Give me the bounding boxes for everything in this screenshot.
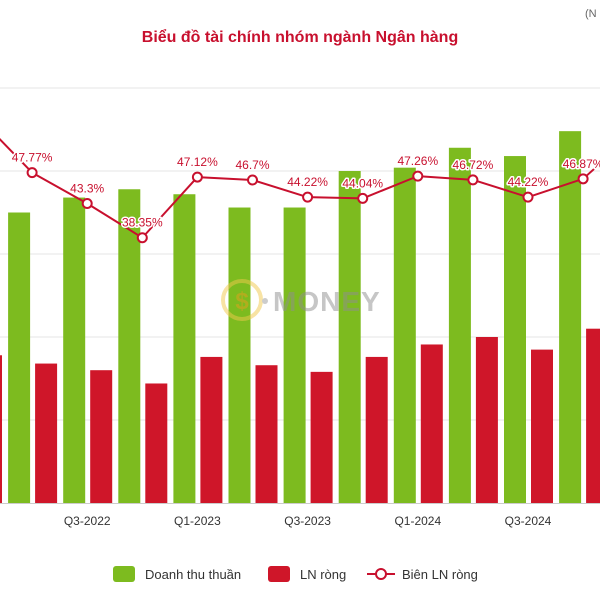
bar-profit-Q1-2024	[420, 344, 443, 503]
data-labels: 56%47.77%43.3%38.35%47.12%46.7%44.22%44.…	[10, 149, 600, 231]
watermark-text: MONEY	[273, 286, 381, 317]
bar-revenue-Q4-2022	[118, 189, 141, 503]
margin-point-Q4-2022	[136, 232, 148, 244]
bar-revenue-Q3-2024	[504, 156, 526, 503]
margin-point-Q2-2023	[247, 174, 258, 186]
bar-profit-Q2-2024	[475, 337, 498, 503]
margin-line-layer	[0, 137, 600, 244]
margin-label-Q2-2023: 46.7%	[235, 158, 269, 172]
watermark-dot	[262, 298, 268, 304]
margin-point-Q3-2024	[522, 191, 534, 203]
x-tick-label: Q1-2024	[394, 514, 441, 528]
margin-point-Q2-2024	[467, 174, 479, 186]
margin-label-Q3-2022: 43.3%	[70, 182, 104, 196]
margin-point-Q4-2023	[357, 192, 369, 204]
watermark-coin-icon	[221, 279, 263, 321]
legend-item-margin[interactable]: Biên LN ròng	[367, 565, 478, 583]
legend-margin-line-icon	[367, 568, 395, 580]
margin-label-Q4-2022: 38.35%	[122, 216, 163, 230]
bar-revenue-Q1-2024	[393, 167, 416, 503]
bar-profit-Q1-2023	[200, 356, 223, 503]
bar-revenue-Q4-2023	[338, 171, 361, 503]
bar-profit-Q3-2022	[90, 370, 113, 503]
margin-point-Q1-2023	[191, 171, 203, 183]
legend-revenue-swatch	[113, 566, 135, 582]
margin-point-Q2-2022	[26, 167, 38, 179]
margin-label-Q4-2024: 46.87%	[563, 157, 600, 171]
bar-profit-Q4-2023	[365, 356, 388, 503]
margin-label-Q3-2024: 44.22%	[508, 175, 549, 189]
bar-revenue-Q2-2023	[228, 207, 251, 503]
x-tick-label: Q3-2024	[505, 514, 552, 528]
bar-profit-Q2-2023	[255, 365, 278, 503]
bar-revenue-Q2-2024	[448, 147, 471, 503]
margin-point-Q4-2024	[577, 173, 589, 185]
margin-label-Q1-2023: 47.12%	[177, 155, 218, 169]
margin-point-Q3-2022	[81, 198, 93, 210]
margin-point-Q1-2024	[412, 170, 424, 182]
margin-label-Q3-2023: 44.22%	[287, 175, 328, 189]
legend-item-revenue[interactable]: Doanh thu thuần	[113, 565, 241, 583]
legend-profit-label: LN ròng	[300, 566, 347, 582]
legend-item-profit[interactable]: LN ròng	[268, 565, 346, 583]
bar-profit-Q1-2022	[0, 355, 2, 503]
legend-profit-swatch	[268, 566, 290, 582]
bar-revenue-Q3-2022	[63, 197, 86, 503]
bar-profit-Q3-2024	[531, 349, 553, 503]
x-tick-label: Q1-2022	[0, 514, 1, 528]
bars	[0, 131, 600, 504]
x-axis: Q1-2022 Q3-2022 Q1-2023 Q3-2023 Q1-2024 Q3-20…	[0, 503, 600, 528]
margin-point-Q3-2023	[302, 191, 314, 203]
margin-label-Q2-2024: 46.72%	[453, 158, 494, 172]
watermark-logo: $ MONEY	[221, 279, 381, 321]
x-tick-label: Q3-2022	[64, 514, 111, 528]
legend-margin-label: Biên LN ròng	[402, 566, 478, 582]
chart-title: Biểu đồ tài chính nhóm ngành Ngân hàng	[141, 29, 459, 46]
bar-profit-Q2-2022	[35, 363, 58, 503]
bar-profit-Q4-2022	[145, 383, 168, 503]
x-tick-label: Q3-2023	[284, 514, 331, 528]
margin-label-Q4-2023: 44.04%	[342, 176, 383, 190]
bar-revenue-Q3-2023	[283, 207, 306, 503]
legend-revenue-label: Doanh thu thuần	[145, 566, 242, 582]
margin-label-Q1-2024: 47.26%	[397, 154, 438, 168]
bar-revenue-Q4-2024	[559, 131, 582, 503]
bar-profit-Q4-2024	[586, 328, 600, 503]
unit-label: (N	[585, 8, 597, 20]
margin-label-Q2-2022: 47.77%	[12, 151, 53, 165]
watermark-symbol: $	[235, 288, 249, 315]
bar-revenue-Q2-2022	[8, 212, 31, 503]
bar-revenue-Q1-2023	[173, 194, 196, 504]
bar-profit-Q3-2023	[310, 371, 333, 503]
x-tick-label: Q1-2023	[174, 514, 221, 528]
